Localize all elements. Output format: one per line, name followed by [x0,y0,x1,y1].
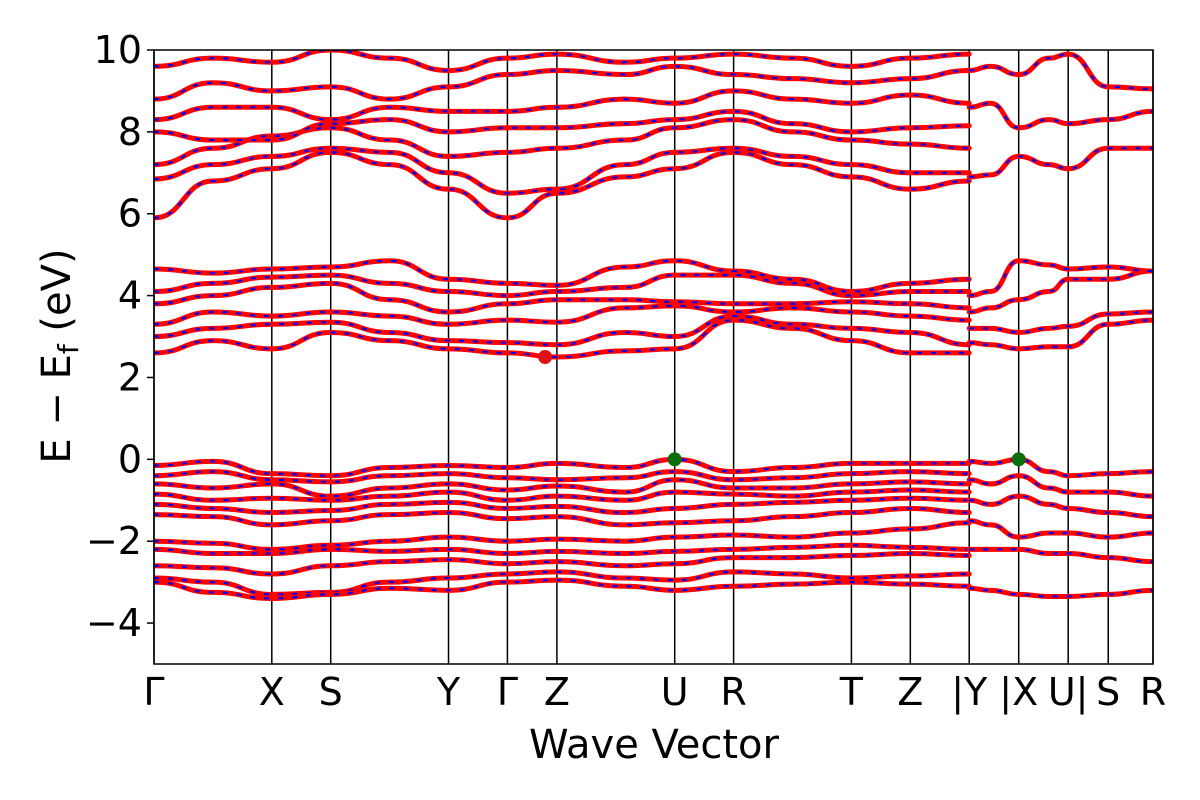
y-tick-label: 0 [118,437,142,481]
x-axis-label: Wave Vector [529,722,780,768]
band-line-overlay [154,552,970,576]
band-line [966,456,1153,479]
x-tick-label: R [1140,670,1166,714]
x-tick-label: Y [436,670,461,714]
band-line-overlay [154,65,970,101]
band-line-overlay [154,507,970,526]
band-line-overlay [154,478,970,498]
extrema-markers [538,350,1026,467]
band-line-overlay [969,147,1153,178]
band-line-overlay [154,470,970,483]
band-line [966,51,1153,92]
x-tick-label: U| [1048,670,1089,715]
band-line-overlay [154,274,970,297]
x-tick-label: Z [544,670,570,714]
band-line [154,145,972,196]
band-line [966,518,1153,540]
y-axis-label-unit: (eV) [34,248,80,344]
band-line [966,100,1153,131]
band-line [966,493,1153,520]
band-line [154,487,972,503]
band-line-overlay [154,570,970,596]
band-line-overlay [154,314,970,346]
x-tick-label: U [661,670,689,714]
band-line-overlay [154,118,970,166]
y-axis-label: E − Ef (eV) [34,248,85,463]
y-tick-label: 6 [118,192,142,236]
y-axis-label-main: E − E [34,354,80,464]
band-line-overlay [154,50,970,72]
band-line-overlay [969,310,1153,334]
x-tick-label: |X [999,670,1038,715]
band-line [966,268,1153,315]
band-line-overlay [154,578,970,600]
band-line [966,585,1153,599]
band-line-overlay [154,110,970,142]
band-line-overlay [154,304,970,326]
band-line [966,317,1153,352]
x-tick-label: Z [897,670,923,714]
band-line [154,63,972,102]
band-line [154,88,972,123]
band-line [154,520,972,552]
vbm-marker [667,452,682,467]
y-tick-label: 8 [118,110,142,154]
band-line-overlay [154,497,970,514]
band-line-overlay [154,458,970,477]
band-line-overlay [969,259,1153,297]
band-line-overlay [154,259,970,293]
band-line [966,473,1153,499]
x-tick-label: R [720,670,746,714]
x-tick-label: Γ [143,670,164,714]
y-tick-label: −2 [86,519,142,563]
plot-frame [153,49,1154,665]
x-axis-ticks: Γ X S Y Γ Z U R T Z |Y |X U| S R [143,670,1166,715]
y-axis-label-sub: f [52,343,85,354]
x-tick-label: |Y [951,670,988,715]
band-line-overlay [969,474,1153,498]
vbm-marker [1011,452,1026,467]
band-line [154,542,972,556]
band-line [966,546,1153,565]
y-tick-label: 10 [94,28,142,72]
band-line-overlay [969,52,1153,90]
band-line-overlay [969,519,1153,539]
y-tick-label: 4 [118,274,142,318]
band-line-overlay [154,319,970,359]
x-tick-label: S [1096,670,1120,714]
band-line-overlay [969,495,1153,518]
cbm-marker [538,350,553,364]
y-tick-label: 2 [118,355,142,399]
x-tick-label: X [259,670,285,714]
kpoint-lines [153,50,1154,664]
band-line [154,280,972,315]
x-tick-label: S [319,670,343,714]
band-lines [154,50,1153,602]
x-tick-label: T [839,670,864,714]
band-line-overlay [969,458,1153,477]
band-line-overlay [154,89,970,121]
band-line [154,149,972,221]
y-tick-label: −4 [86,601,142,645]
x-tick-label: Γ [497,670,518,714]
y-axis-ticks: −4 −2 0 2 4 6 8 10 [86,28,154,645]
